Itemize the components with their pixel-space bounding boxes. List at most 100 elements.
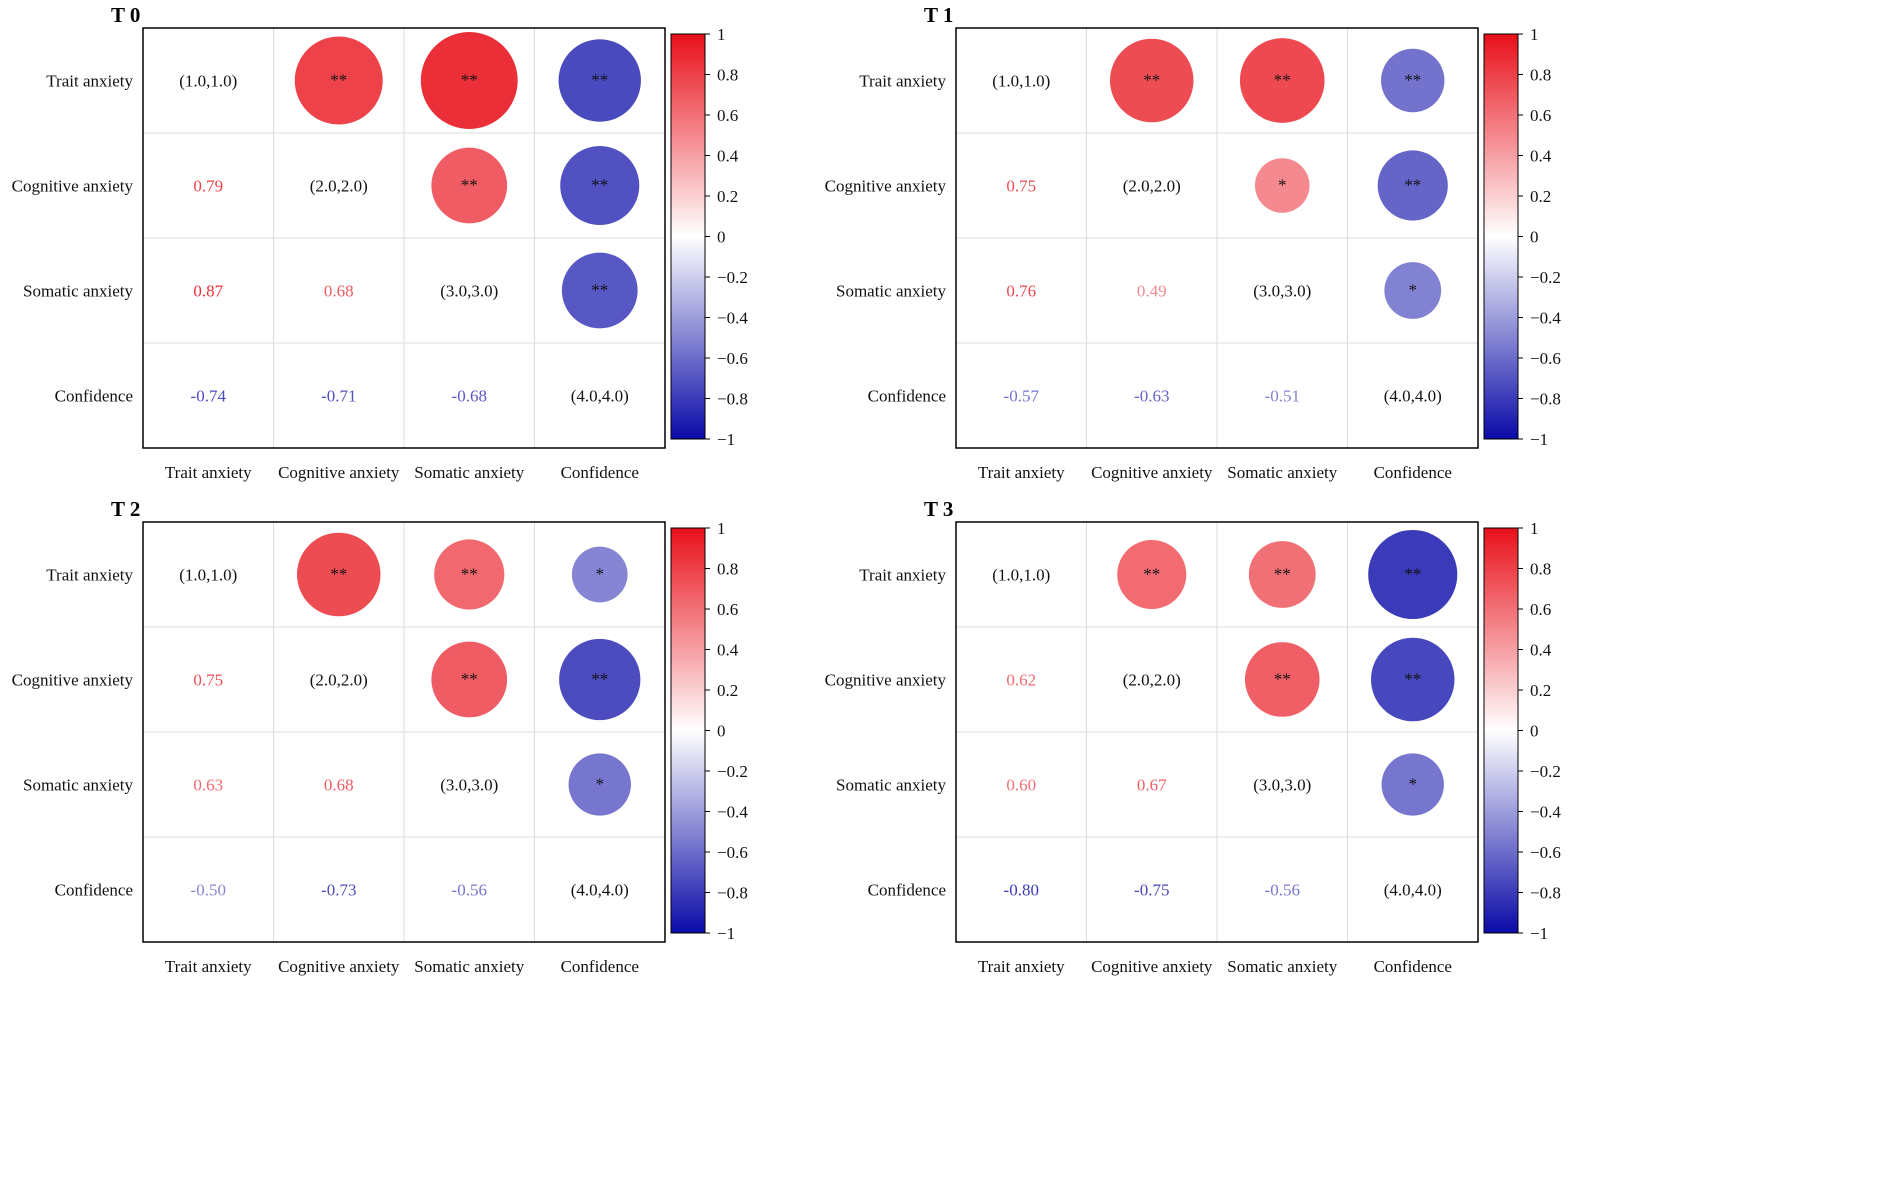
colorbar-tick-label: −0.8: [1530, 884, 1561, 903]
correlation-value: -0.56: [452, 881, 487, 900]
significance-mark: *: [1409, 281, 1418, 300]
colorbar: [670, 33, 706, 440]
significance-mark: **: [330, 71, 347, 90]
correlation-circle: [1377, 150, 1448, 221]
correlation-circle: [1244, 642, 1320, 717]
diagonal-label: (3.0,3.0): [1253, 282, 1311, 301]
significance-mark: **: [1143, 565, 1160, 584]
plot-border: [142, 27, 666, 449]
colorbar-tick-label: 1: [1530, 519, 1539, 538]
colorbar-tick-label: 0.6: [1530, 600, 1551, 619]
diagonal-label: (1.0,1.0): [992, 72, 1050, 91]
correlation-value: -0.56: [1265, 881, 1300, 900]
correlation-value: -0.71: [321, 387, 356, 406]
colorbar-tick-label: 0.6: [717, 106, 738, 125]
correlation-value: 0.67: [1137, 776, 1167, 795]
column-label: Confidence: [1374, 463, 1452, 482]
correlation-circle: [1248, 541, 1316, 608]
column-label: Trait anxiety: [978, 957, 1065, 976]
significance-mark: *: [1278, 176, 1287, 195]
correlation-value: -0.51: [1265, 387, 1300, 406]
significance-mark: **: [461, 565, 478, 584]
diagonal-label: (4.0,4.0): [571, 881, 629, 900]
colorbar-tick-label: 1: [1530, 25, 1539, 44]
column-label: Confidence: [1374, 957, 1452, 976]
significance-mark: **: [461, 71, 478, 90]
correlation-circle: [559, 638, 641, 721]
significance-mark: **: [1274, 670, 1291, 689]
significance-mark: **: [1404, 670, 1421, 689]
column-label: Cognitive anxiety: [278, 957, 400, 976]
correlation-value: 0.68: [324, 776, 354, 795]
diagonal-label: (2.0,2.0): [310, 671, 368, 690]
diagonal-label: (3.0,3.0): [440, 282, 498, 301]
colorbar-tick-label: −0.6: [717, 349, 748, 368]
plot-border: [955, 521, 1479, 943]
row-label: Confidence: [868, 387, 946, 406]
colorbar-tick-label: 0.4: [717, 641, 739, 660]
diagonal-label: (2.0,2.0): [310, 177, 368, 196]
correlation-circle: [431, 147, 508, 224]
colorbar-tick-label: 0.2: [717, 681, 738, 700]
row-label: Trait anxiety: [46, 566, 133, 585]
colorbar-tick-label: −0.2: [717, 762, 748, 781]
colorbar: [670, 527, 706, 934]
column-label: Trait anxiety: [165, 463, 252, 482]
correlation-value: -0.74: [191, 387, 227, 406]
panel-t1: T 1 Trait anxiety Cognitive anxiety Somatic…: [825, 3, 1562, 482]
correlation-circle: [431, 641, 508, 718]
panel-title: T 1: [924, 3, 953, 27]
correlation-circle: [560, 145, 640, 226]
correlation-value: 0.75: [193, 671, 223, 690]
plot-border: [142, 521, 666, 943]
colorbar-tick-label: 0.2: [717, 187, 738, 206]
correlation-value: 0.87: [193, 282, 223, 301]
diagonal-label: (1.0,1.0): [992, 566, 1050, 585]
colorbar-tick-label: 0.8: [1530, 66, 1551, 85]
colorbar-tick-label: 0: [1530, 722, 1539, 741]
correlation-value: 0.68: [324, 282, 354, 301]
colorbar-tick-label: −1: [717, 924, 735, 943]
row-label: Somatic anxiety: [23, 776, 134, 795]
column-label: Cognitive anxiety: [1091, 463, 1213, 482]
significance-mark: *: [1409, 775, 1418, 794]
correlation-circle: [571, 546, 628, 603]
row-label: Somatic anxiety: [23, 282, 134, 301]
correlation-circle: [1239, 38, 1325, 123]
colorbar-tick-label: 1: [717, 25, 726, 44]
significance-mark: **: [330, 565, 347, 584]
correlation-value: -0.75: [1134, 881, 1169, 900]
correlation-value: -0.50: [191, 881, 226, 900]
colorbar: [1483, 33, 1519, 440]
colorbar-tick-label: −0.2: [1530, 762, 1561, 781]
panel-title: T 2: [111, 497, 140, 521]
colorbar-tick-label: 0.2: [1530, 681, 1551, 700]
correlation-value: -0.68: [452, 387, 487, 406]
column-label: Confidence: [561, 463, 639, 482]
row-label: Trait anxiety: [859, 566, 946, 585]
significance-mark: **: [1404, 176, 1421, 195]
significance-mark: **: [461, 670, 478, 689]
colorbar-tick-label: −1: [717, 430, 735, 449]
significance-mark: **: [1404, 565, 1421, 584]
correlation-value: 0.49: [1137, 282, 1167, 301]
colorbar-tick-label: 0.6: [1530, 106, 1551, 125]
colorbar-tick-label: −0.2: [717, 268, 748, 287]
correlation-value: 0.63: [193, 776, 223, 795]
panel-t0: T 0 Trait anxiety Cognitive anxiety Somatic…: [12, 3, 749, 482]
colorbar-tick-label: 0.8: [717, 66, 738, 85]
correlation-circle: [1109, 38, 1194, 123]
colorbar-tick-label: 0: [717, 722, 726, 741]
correlation-circle: [558, 39, 641, 122]
correlation-value: -0.57: [1004, 387, 1040, 406]
diagonal-label: (3.0,3.0): [440, 776, 498, 795]
colorbar-tick-label: −0.6: [1530, 843, 1561, 862]
column-label: Somatic anxiety: [414, 957, 525, 976]
colorbar-tick-label: −0.8: [717, 884, 748, 903]
correlation-value: -0.63: [1134, 387, 1169, 406]
panel-title: T 0: [111, 3, 140, 27]
significance-mark: *: [596, 565, 605, 584]
correlation-circle: [1381, 753, 1444, 816]
colorbar-tick-label: −0.2: [1530, 268, 1561, 287]
